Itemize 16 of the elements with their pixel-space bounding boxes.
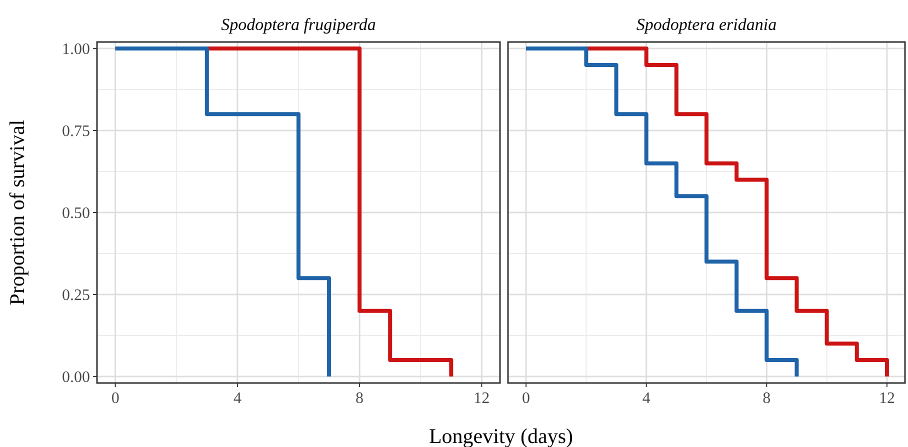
y-axis-title: Proportion of survival <box>5 120 29 306</box>
x-tick-label: 4 <box>233 390 242 407</box>
y-tick-label: 0.00 <box>62 369 90 386</box>
x-tick-label: 0 <box>111 390 120 407</box>
x-tick-label: 12 <box>878 390 895 407</box>
chart-title: Spodoptera frugiperda <box>221 15 376 34</box>
x-tick-label: 0 <box>522 390 530 407</box>
y-tick-label: 0.75 <box>62 123 90 140</box>
y-tick-label: 0.25 <box>62 287 90 304</box>
x-tick-label: 12 <box>474 390 490 407</box>
x-tick-label: 8 <box>356 390 364 407</box>
y-tick-label: 1.00 <box>62 41 90 58</box>
chart-title: Spodoptera eridania <box>636 15 777 34</box>
x-tick-label: 8 <box>762 390 771 407</box>
x-tick-label: 4 <box>642 390 650 407</box>
y-tick-label: 0.50 <box>62 205 90 222</box>
